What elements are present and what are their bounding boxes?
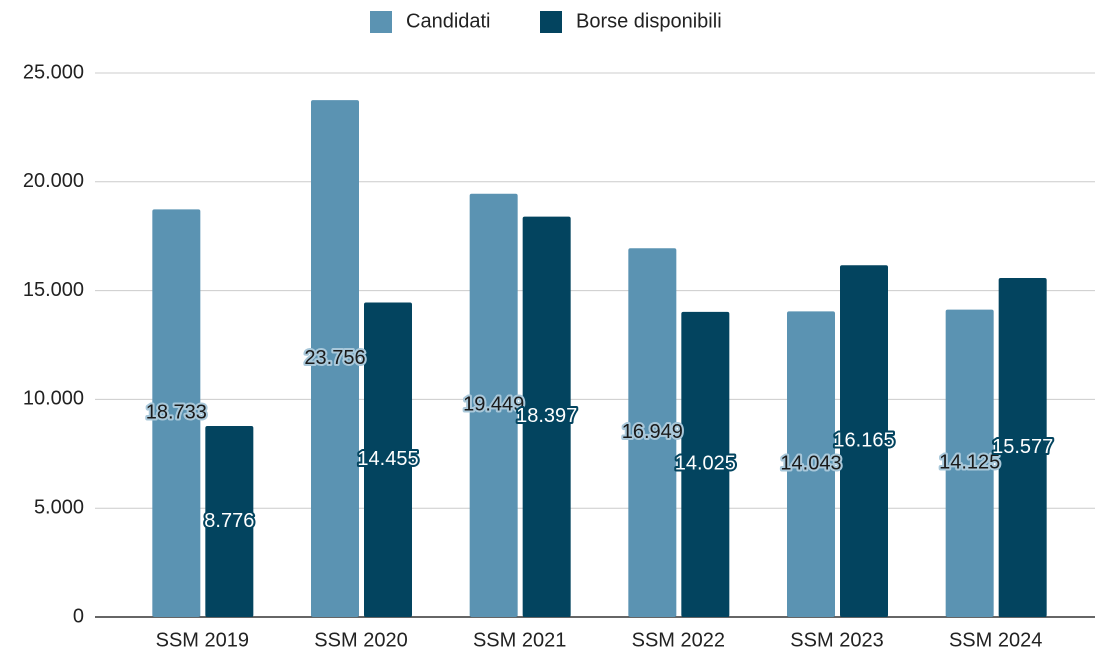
x-tick-label: SSM 2021 — [473, 629, 566, 651]
value-label: 8.776 — [204, 510, 254, 532]
value-label: 18.397 — [516, 405, 577, 427]
legend-swatch — [370, 11, 392, 33]
bar — [681, 311, 730, 617]
value-label: 15.577 — [992, 436, 1053, 458]
y-tick-label: 25.000 — [23, 61, 84, 83]
value-label: 16.165 — [833, 429, 894, 451]
y-tick-label: 5.000 — [34, 496, 84, 518]
x-tick-label: SSM 2020 — [314, 629, 407, 651]
y-tick-label: 15.000 — [23, 279, 84, 301]
bar — [998, 278, 1047, 617]
y-tick-label: 10.000 — [23, 388, 84, 410]
x-tick-label: SSM 2023 — [790, 629, 883, 651]
bar — [469, 193, 518, 617]
legend-label: Candidati — [406, 10, 491, 32]
bar — [152, 209, 201, 617]
value-label: 23.756 — [304, 347, 365, 369]
legend-swatch — [540, 11, 562, 33]
value-label: 14.455 — [357, 448, 418, 470]
legend-label: Borse disponibili — [576, 10, 722, 32]
y-tick-label: 20.000 — [23, 170, 84, 192]
bar — [522, 216, 571, 617]
value-label: 16.949 — [622, 421, 683, 443]
y-tick-label: 0 — [73, 605, 84, 627]
bar — [628, 248, 677, 617]
bar — [945, 309, 994, 617]
value-label: 14.025 — [675, 453, 736, 475]
bar — [311, 100, 359, 617]
x-tick-label: SSM 2019 — [156, 629, 249, 651]
bar — [840, 265, 888, 617]
bar — [787, 311, 835, 617]
x-tick-label: SSM 2022 — [632, 629, 725, 651]
value-label: 19.449 — [463, 394, 524, 416]
value-label: 14.043 — [780, 452, 841, 474]
bar — [364, 302, 412, 617]
value-label: 18.733 — [146, 401, 207, 423]
x-tick-label: SSM 2024 — [949, 629, 1042, 651]
bar — [205, 426, 254, 617]
value-label: 14.125 — [939, 452, 1000, 474]
